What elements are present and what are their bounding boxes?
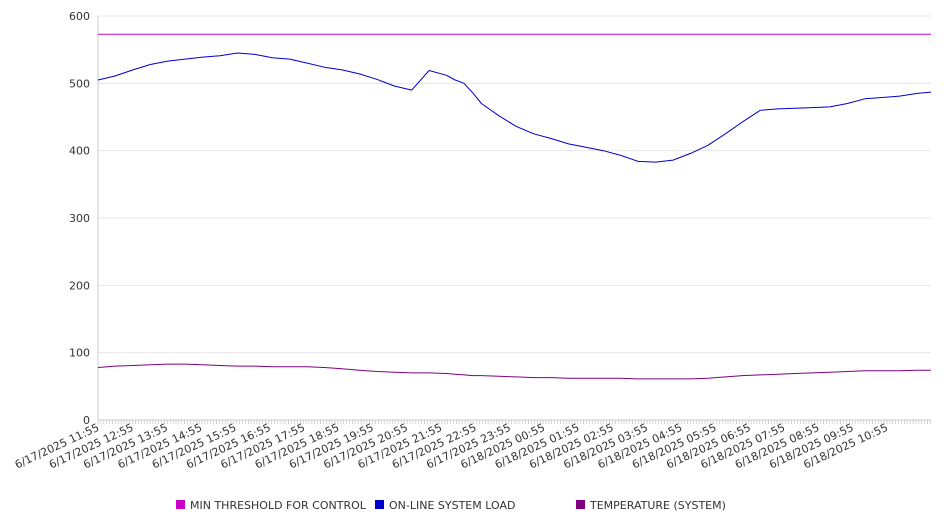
legend-swatch [176, 500, 185, 509]
legend-label: ON-LINE SYSTEM LOAD [389, 499, 515, 512]
legend-label: MIN THRESHOLD FOR CONTROL [190, 499, 367, 512]
y-tick-label: 400 [69, 145, 90, 158]
x-axis-minor-ticks [97, 420, 931, 424]
y-tick-label: 500 [69, 77, 90, 90]
legend-label: TEMPERATURE (SYSTEM) [589, 499, 726, 512]
gridlines [98, 15, 931, 354]
legend-swatch [576, 500, 585, 509]
y-tick-label: 100 [69, 347, 90, 360]
legend: MIN THRESHOLD FOR CONTROL ON-LINE SYSTEM … [176, 499, 726, 512]
y-tick-label: 300 [69, 212, 90, 225]
series-line-1 [97, 52, 932, 163]
y-tick-label: 600 [69, 10, 90, 23]
series-line-2 [97, 363, 931, 380]
series-lines [97, 33, 932, 380]
y-tick-label: 0 [83, 414, 90, 427]
y-tick-label: 200 [69, 279, 90, 292]
legend-swatch [375, 500, 384, 509]
